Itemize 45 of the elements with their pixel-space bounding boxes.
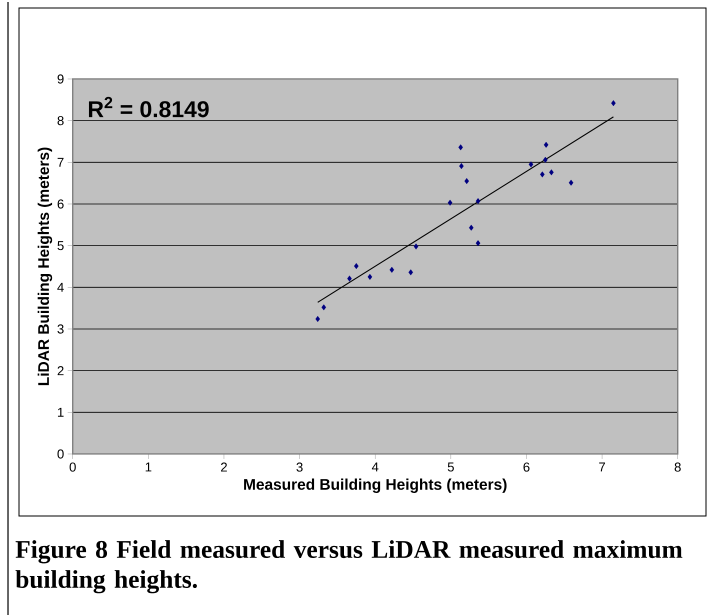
y-tick-label: 9: [58, 74, 64, 84]
x-tick-label: 0: [70, 462, 76, 472]
x-axis-title: Measured Building Heights (meters): [244, 478, 507, 493]
point: [544, 142, 548, 148]
x-tick-label: 6: [524, 462, 530, 472]
x-tick-label: 1: [146, 462, 152, 472]
y-tick-label: 1: [58, 408, 64, 417]
point: [459, 163, 464, 170]
point: [468, 224, 474, 231]
point: [549, 169, 554, 176]
annotation: R$^{2}$ = 0.8149: [88, 96, 209, 118]
y-tick-label: 3: [57, 324, 64, 334]
point: [390, 266, 394, 273]
y-tick-label: 4: [57, 282, 64, 292]
point: [458, 144, 463, 150]
x-tick-label: 3: [296, 462, 303, 472]
caption: Figure 8 Field measured versus LiDAR measured maximum building heights.: [16, 540, 682, 594]
point: [540, 171, 545, 178]
point: [464, 178, 470, 184]
point: [528, 161, 534, 168]
y-tick-label: 2: [58, 366, 64, 376]
y-tick-label: 0: [57, 449, 64, 459]
point: [408, 269, 414, 276]
point: [448, 200, 452, 206]
x-tick-label: 7: [599, 462, 606, 472]
y-tick-label: 8: [58, 116, 64, 126]
point: [476, 240, 480, 246]
point: [476, 198, 480, 204]
y-tick-label: 7: [58, 158, 64, 167]
point: [354, 263, 359, 270]
point: [315, 316, 320, 322]
x-tick-label: 5: [448, 462, 454, 472]
y-axis-title: LiDAR Building Heights (meters): [38, 148, 52, 386]
point: [321, 304, 326, 310]
point: [543, 156, 548, 163]
point: [611, 100, 616, 106]
y-tick-label: 6: [58, 199, 64, 209]
x-tick-label: 4: [372, 462, 378, 472]
x-tick-label: 2: [221, 462, 227, 472]
x-tick-label: 8: [674, 462, 681, 472]
point: [414, 243, 418, 250]
point: [368, 274, 372, 280]
point: [347, 276, 352, 282]
y-tick-label: 5: [58, 241, 64, 250]
point: [568, 180, 574, 186]
